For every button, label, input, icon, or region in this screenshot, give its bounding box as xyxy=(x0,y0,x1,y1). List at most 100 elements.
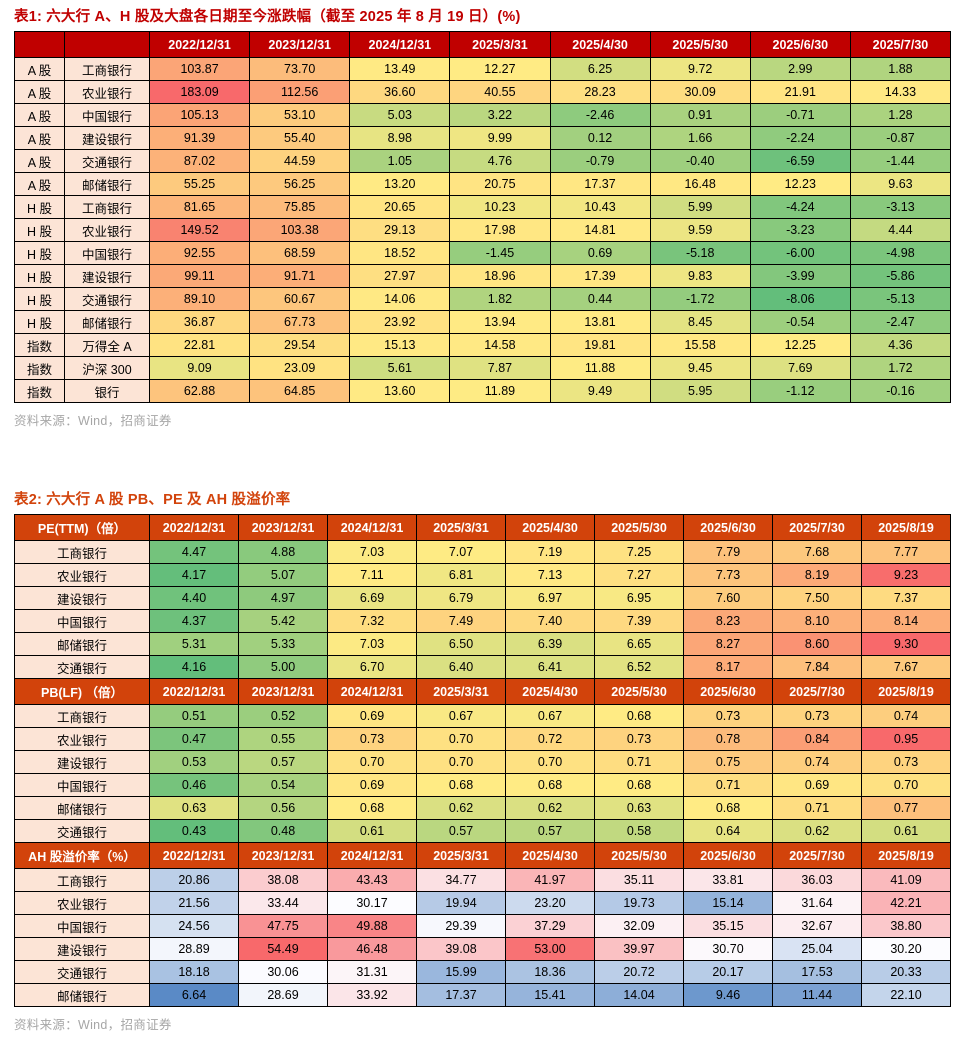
value-cell: 13.60 xyxy=(349,379,451,404)
value-cell: 0.47 xyxy=(149,727,239,752)
value-cell: -3.23 xyxy=(749,218,851,243)
value-cell: 19.81 xyxy=(549,333,651,358)
value-cell: 14.04 xyxy=(594,983,684,1008)
row-name-label: 建设银行 xyxy=(14,937,150,962)
row-name-label: 交通银行 xyxy=(14,655,150,680)
value-cell: 0.73 xyxy=(683,704,773,729)
value-cell: 5.95 xyxy=(649,379,751,404)
value-cell: 29.39 xyxy=(416,914,506,939)
value-cell: -2.24 xyxy=(749,126,851,151)
value-cell: 40.55 xyxy=(449,80,551,105)
value-cell: 32.09 xyxy=(594,914,684,939)
value-cell: -0.54 xyxy=(749,310,851,335)
column-header-date: 2025/4/30 xyxy=(505,514,595,542)
value-cell: 0.95 xyxy=(861,727,951,752)
value-cell: 17.98 xyxy=(449,218,551,243)
value-cell: 36.60 xyxy=(349,80,451,105)
row-group-label: A 股 xyxy=(14,80,65,105)
value-cell: 183.09 xyxy=(148,80,251,105)
row-group-label: 指数 xyxy=(14,379,65,404)
table-row: H 股工商银行 81.65 75.85 20.65 10.23 10.43 5.99 -4.2… xyxy=(14,195,952,220)
value-cell: 8.14 xyxy=(861,609,951,634)
value-cell: 5.33 xyxy=(238,632,328,657)
row-name-label: 农业银行 xyxy=(64,80,150,105)
value-cell: 7.03 xyxy=(327,632,417,657)
value-cell: 13.81 xyxy=(549,310,651,335)
column-header-date: 2025/5/30 xyxy=(594,842,684,870)
row-name-label: 邮储银行 xyxy=(14,632,150,657)
column-header-date: 2025/4/30 xyxy=(505,678,595,706)
value-cell: 27.97 xyxy=(349,264,451,289)
column-header-date: 2023/12/31 xyxy=(238,514,328,542)
value-cell: 13.94 xyxy=(449,310,551,335)
value-cell: 55.40 xyxy=(249,126,351,151)
value-cell: 33.81 xyxy=(683,868,773,893)
value-cell: 21.91 xyxy=(749,80,851,105)
value-cell: 4.47 xyxy=(149,540,239,565)
value-cell: -0.79 xyxy=(549,149,651,174)
row-group-label: H 股 xyxy=(14,287,65,312)
value-cell: 15.13 xyxy=(349,333,451,358)
value-cell: 0.61 xyxy=(327,819,417,844)
value-cell: 0.67 xyxy=(505,704,595,729)
value-cell: 0.51 xyxy=(149,704,239,729)
value-cell: 4.36 xyxy=(849,333,952,358)
table1: 2022/12/31 2023/12/31 2024/12/31 2025/3/31 2… xyxy=(14,31,952,404)
value-cell: 7.27 xyxy=(594,563,684,588)
table-row: H 股农业银行 149.52 103.38 29.13 17.98 14.81 9.59 -3… xyxy=(14,218,952,243)
column-header-date: 2025/3/31 xyxy=(449,31,551,59)
value-cell: 25.04 xyxy=(772,937,862,962)
value-cell: 2.99 xyxy=(749,57,851,82)
row-name-label: 中国银行 xyxy=(64,103,150,128)
value-cell: 91.71 xyxy=(249,264,351,289)
value-cell: 0.12 xyxy=(549,126,651,151)
table1-block: 表1: 六大行 A、H 股及大盘各日期至今涨跌幅（截至 2025 年 8 月 1… xyxy=(14,8,952,429)
value-cell: 6.52 xyxy=(594,655,684,680)
value-cell: 9.83 xyxy=(649,264,751,289)
value-cell: 9.59 xyxy=(649,218,751,243)
value-cell: 0.71 xyxy=(594,750,684,775)
value-cell: 7.03 xyxy=(327,540,417,565)
value-cell: 9.49 xyxy=(549,379,651,404)
row-name-label: 邮储银行 xyxy=(64,310,150,335)
value-cell: 30.20 xyxy=(861,937,951,962)
column-header-date: 2025/6/30 xyxy=(749,31,851,59)
value-cell: 20.72 xyxy=(594,960,684,985)
column-header-date: 2022/12/31 xyxy=(149,678,239,706)
row-group-label: H 股 xyxy=(14,310,65,335)
value-cell: 32.67 xyxy=(772,914,862,939)
value-cell: 7.50 xyxy=(772,586,862,611)
value-cell: 7.39 xyxy=(594,609,684,634)
value-cell: 89.10 xyxy=(148,287,251,312)
value-cell: 1.88 xyxy=(849,57,952,82)
value-cell: 75.85 xyxy=(249,195,351,220)
value-cell: 73.70 xyxy=(249,57,351,82)
value-cell: 23.92 xyxy=(349,310,451,335)
column-header-date: 2025/7/30 xyxy=(772,514,862,542)
value-cell: 22.10 xyxy=(861,983,951,1008)
column-header-date: 2023/12/31 xyxy=(249,31,351,59)
value-cell: 18.52 xyxy=(349,241,451,266)
column-header-date: 2025/5/30 xyxy=(649,31,751,59)
value-cell: -3.99 xyxy=(749,264,851,289)
row-name-label: 中国银行 xyxy=(14,609,150,634)
value-cell: 14.81 xyxy=(549,218,651,243)
value-cell: 0.68 xyxy=(594,773,684,798)
table-row: A 股交通银行 87.02 44.59 1.05 4.76 -0.79 -0.40 -6.59… xyxy=(14,149,952,174)
value-cell: 60.67 xyxy=(249,287,351,312)
value-cell: 6.25 xyxy=(549,57,651,82)
value-cell: 0.71 xyxy=(683,773,773,798)
value-cell: 23.09 xyxy=(249,356,351,381)
table-row: H 股建设银行 99.11 91.71 27.97 18.96 17.39 9.83 -3.9… xyxy=(14,264,952,289)
value-cell: 6.41 xyxy=(505,655,595,680)
value-cell: 38.08 xyxy=(238,868,328,893)
value-cell: 41.97 xyxy=(505,868,595,893)
row-name-label: 交通银行 xyxy=(64,149,150,174)
value-cell: 43.43 xyxy=(327,868,417,893)
column-header-date: 2025/6/30 xyxy=(683,514,773,542)
row-group-label: H 股 xyxy=(14,264,65,289)
value-cell: 0.71 xyxy=(772,796,862,821)
value-cell: 8.27 xyxy=(683,632,773,657)
value-cell: 17.37 xyxy=(416,983,506,1008)
section-label: PB(LF) （倍） xyxy=(14,678,150,706)
